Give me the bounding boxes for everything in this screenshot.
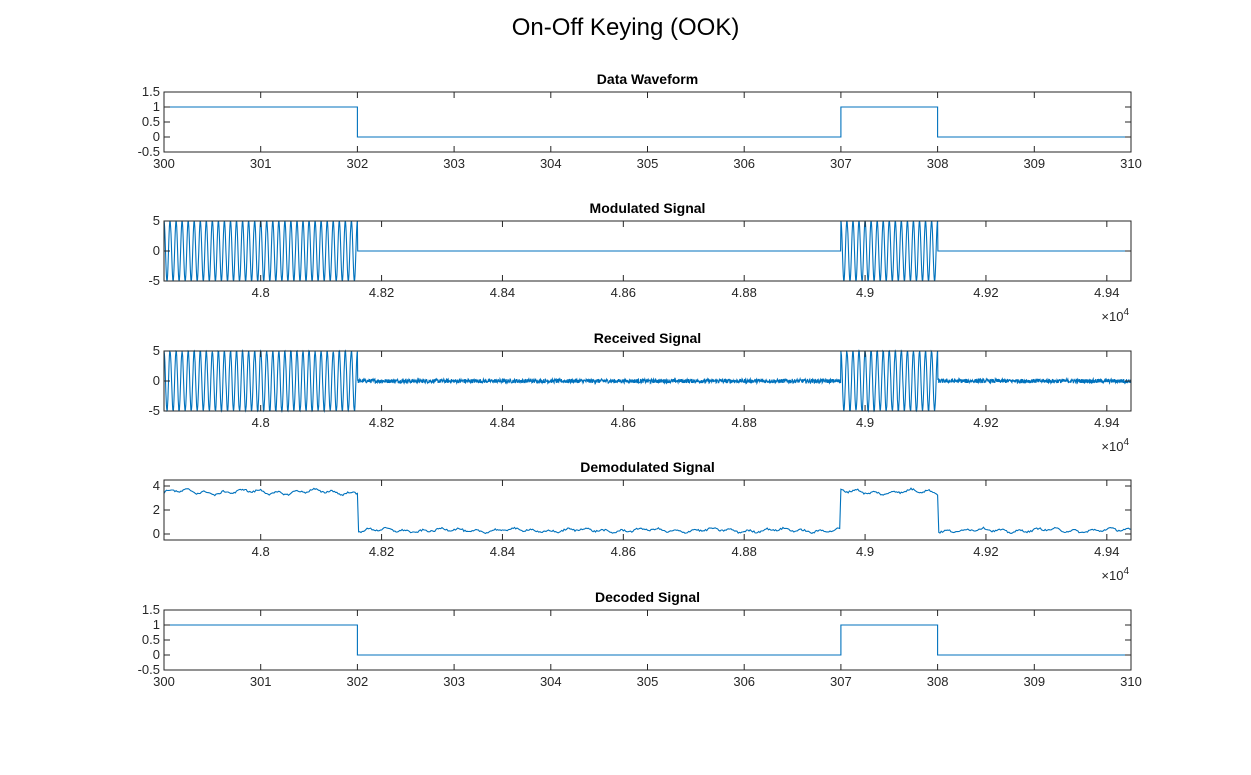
x-exponent-label: ×104 [1101, 307, 1129, 324]
y-tick-label: 0 [153, 647, 160, 662]
axes-box [163, 609, 1132, 671]
x-tick-label: 4.86 [611, 544, 636, 559]
x-tick-label: 4.8 [252, 285, 270, 300]
x-tick-label: 4.92 [973, 544, 998, 559]
series-line [164, 106, 1131, 138]
x-tick-label: 4.94 [1094, 285, 1119, 300]
x-tick-label: 309 [1023, 156, 1045, 171]
x-tick-label: 4.84 [490, 544, 515, 559]
y-tick-label: 1.5 [142, 602, 160, 617]
subplot-3: Received Signal 4.8 4.82 4.84 4.86 4.88 4.9 4.9… [148, 330, 1132, 454]
x-tick-label: 309 [1023, 674, 1045, 689]
x-tick-label: 303 [443, 156, 465, 171]
y-tick-label: 0 [153, 526, 160, 541]
x-tick-label: 4.86 [611, 285, 636, 300]
y-tick-label: 0.5 [142, 632, 160, 647]
y-tick-label: 1 [153, 617, 160, 632]
y-tick-label: 0.5 [142, 114, 160, 129]
x-tick-label: 306 [733, 156, 755, 171]
x-exponent-label: ×104 [1101, 566, 1129, 583]
subplot-title: Data Waveform [597, 71, 698, 87]
x-tick-label: 4.88 [732, 544, 757, 559]
x-tick-label: 4.92 [973, 415, 998, 430]
x-tick-label: 4.94 [1094, 544, 1119, 559]
x-tick-label: 4.9 [856, 415, 874, 430]
subplot-title: Demodulated Signal [580, 459, 715, 475]
y-tick-label: 0 [153, 129, 160, 144]
x-tick-label: 4.84 [490, 415, 515, 430]
x-tick-label: 310 [1120, 156, 1142, 171]
x-tick-label: 300 [153, 674, 175, 689]
y-tick-label: 5 [153, 213, 160, 228]
x-tick-label: 4.82 [369, 544, 394, 559]
series-line [163, 487, 1132, 535]
x-tick-label: 310 [1120, 674, 1142, 689]
y-tick-label: 5 [153, 343, 160, 358]
x-tick-label: 4.88 [732, 415, 757, 430]
y-tick-label: -0.5 [138, 662, 160, 677]
x-tick-label: 308 [927, 674, 949, 689]
x-tick-label: 4.82 [369, 285, 394, 300]
axes-box [163, 479, 1132, 541]
y-tick-label: 2 [153, 502, 160, 517]
y-tick-label: 1 [153, 99, 160, 114]
subplot-title: Received Signal [594, 330, 701, 346]
x-tick-label: 4.84 [490, 285, 515, 300]
subplot-1: Data Waveform 300 301 302 303 304 305 306 307 308… [138, 71, 1142, 171]
x-tick-label: 4.9 [856, 544, 874, 559]
subplot-5: Decoded Signal 300 301 302 303 304 305 306 307 30… [138, 589, 1142, 689]
subplot-title: Modulated Signal [590, 200, 706, 216]
x-tick-label: 4.8 [252, 544, 270, 559]
x-tick-label: 300 [153, 156, 175, 171]
x-tick-label: 4.94 [1094, 415, 1119, 430]
x-tick-label: 304 [540, 674, 562, 689]
subplot-2: Modulated Signal 4.8 4.82 4.84 4.86 4.88 4.9 4.… [148, 200, 1132, 324]
y-tick-label: 0 [153, 243, 160, 258]
y-tick-label: 1.5 [142, 84, 160, 99]
x-tick-label: 4.88 [732, 285, 757, 300]
y-tick-label: -5 [148, 403, 160, 418]
x-tick-label: 301 [250, 156, 272, 171]
x-tick-label: 308 [927, 156, 949, 171]
x-tick-label: 307 [830, 156, 852, 171]
x-tick-label: 306 [733, 674, 755, 689]
x-tick-label: 303 [443, 674, 465, 689]
x-tick-label: 307 [830, 674, 852, 689]
y-tick-label: 4 [153, 478, 160, 493]
series-line [163, 220, 1131, 282]
x-tick-label: 302 [347, 156, 369, 171]
x-tick-label: 4.82 [369, 415, 394, 430]
axes-box [163, 91, 1132, 153]
x-tick-label: 302 [347, 674, 369, 689]
x-tick-label: 301 [250, 674, 272, 689]
x-tick-label: 4.9 [856, 285, 874, 300]
subplot-title: Decoded Signal [595, 589, 700, 605]
figure-title: On-Off Keying (OOK) [511, 14, 740, 41]
x-tick-label: 4.92 [973, 285, 998, 300]
x-tick-label: 305 [637, 156, 659, 171]
y-tick-label: -0.5 [138, 144, 160, 159]
series-line [164, 624, 1131, 656]
series-line [163, 348, 1132, 414]
x-tick-label: 4.86 [611, 415, 636, 430]
x-tick-label: 305 [637, 674, 659, 689]
x-tick-label: 304 [540, 156, 562, 171]
x-exponent-label: ×104 [1101, 437, 1129, 454]
y-tick-label: 0 [153, 373, 160, 388]
y-tick-label: -5 [148, 273, 160, 288]
subplot-4: Demodulated Signal 4.8 4.82 4.84 4.86 4.88 4.9… [153, 459, 1132, 583]
x-tick-label: 4.8 [252, 415, 270, 430]
